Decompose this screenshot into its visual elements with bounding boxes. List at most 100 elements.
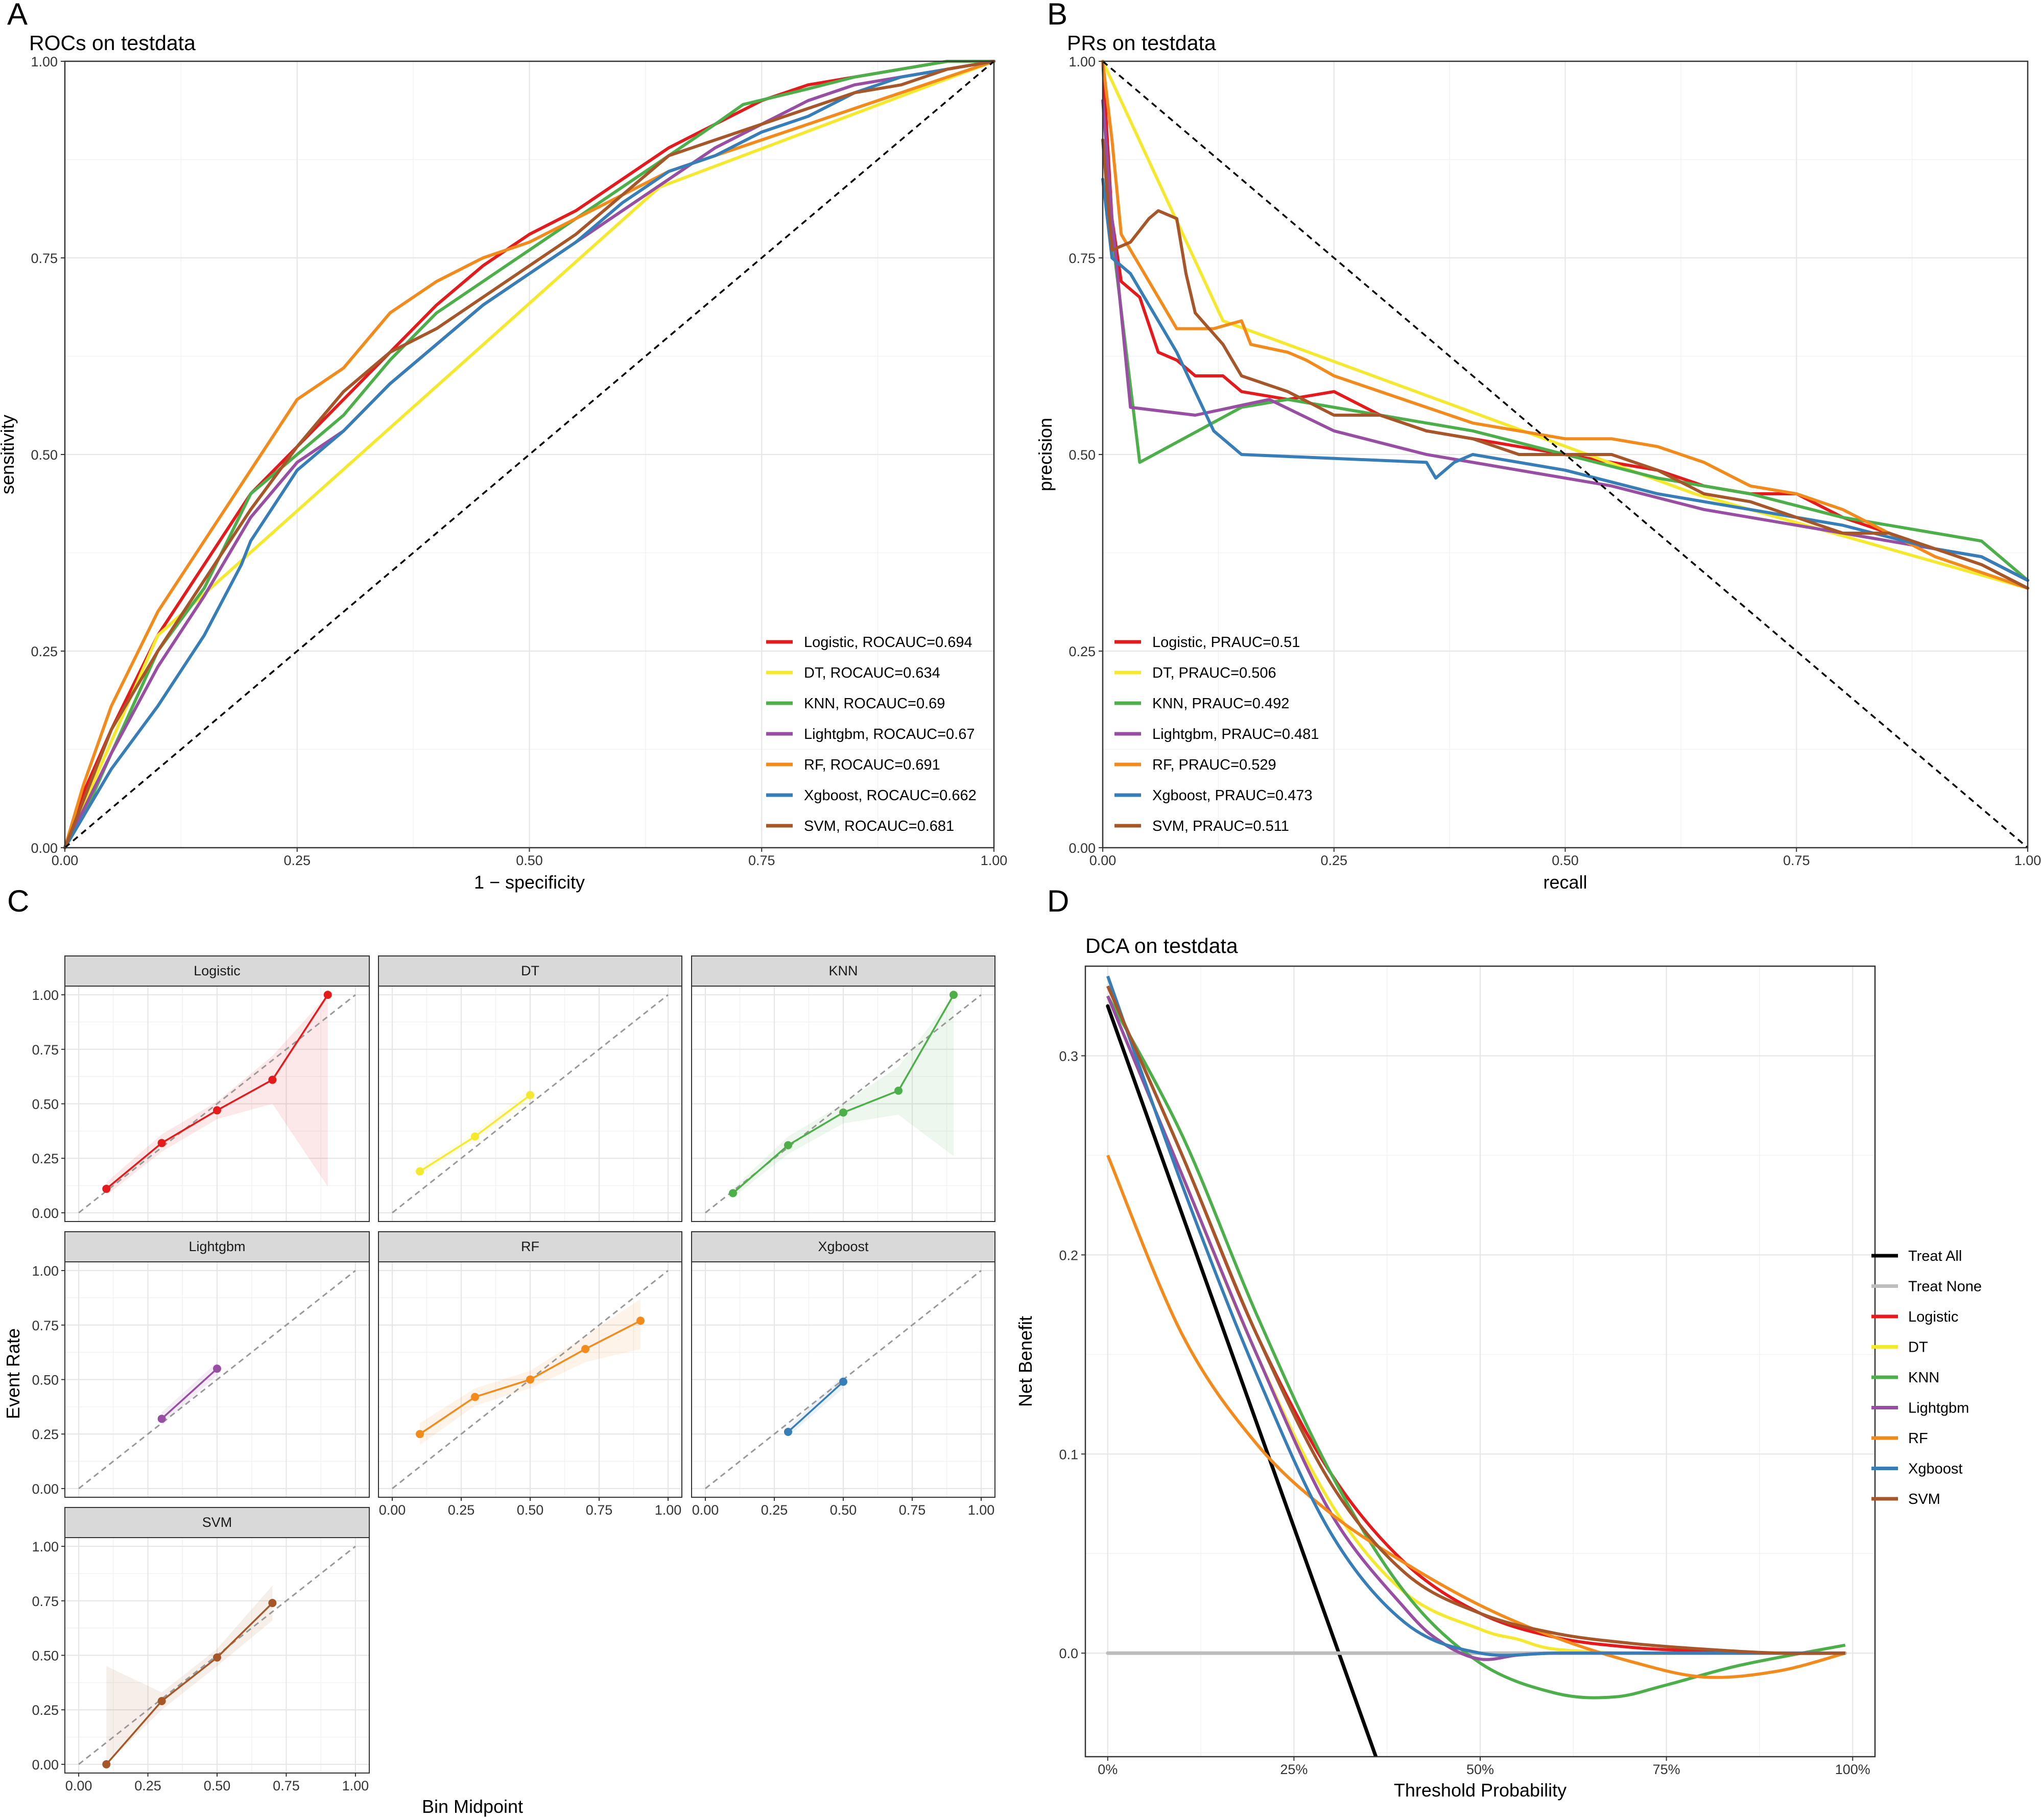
legend-label: Lightgbm, ROCAUC=0.67 (804, 726, 975, 743)
dca-title: DCA on testdata (1085, 934, 1238, 957)
roc-panel: ROCs on testdata 0.00 0.25 0.50 0.75 1.00 0.00… (0, 31, 1007, 893)
x-tick-label: 0.00 (1089, 853, 1117, 868)
x-tick-label: 25% (1280, 1762, 1308, 1777)
facet-strip-label: DT (521, 963, 539, 978)
legend-label: SVM, PRAUC=0.511 (1152, 818, 1289, 834)
calibration-panel: Logistic 0.00 0.25 0.50 0.75 1.00 DT KNN Lightgb… (3, 955, 995, 1817)
y-tick-label: 0.00 (32, 1206, 59, 1221)
facet-strip (691, 955, 995, 987)
legend-label: KNN, ROCAUC=0.69 (804, 696, 945, 712)
x-axis-label: Threshold Probability (1394, 1780, 1567, 1801)
legend-label: Xgboost, PRAUC=0.473 (1152, 787, 1313, 804)
x-tick-label: 0.25 (283, 853, 311, 868)
x-tick-label: 0.50 (516, 853, 543, 868)
facet-strip (64, 955, 370, 987)
y-tick-label: 0.75 (32, 1042, 59, 1058)
series-dt (1101, 60, 2029, 590)
calibration-point (950, 991, 958, 999)
x-tick-label: 75% (1653, 1762, 1680, 1777)
calibration-point (471, 1393, 479, 1401)
reference-diagonal (392, 994, 669, 1214)
panel-letter-A: A (7, 0, 28, 31)
y-axis-label: Net Benefit (1015, 1316, 1036, 1407)
x-tick-label: 0.25 (761, 1502, 788, 1518)
y-tick-label: 0.50 (32, 1373, 59, 1388)
x-tick-label: 0.00 (692, 1502, 719, 1518)
calibration-point (416, 1167, 424, 1176)
series-knn (63, 60, 995, 849)
dca-lines (1106, 975, 1847, 1757)
panel-letter-B: B (1047, 0, 1067, 31)
calibration-point (157, 1697, 166, 1706)
pr-title: PRs on testdata (1067, 31, 1216, 55)
calibration-point (526, 1091, 534, 1099)
x-tick-label: 0.75 (748, 853, 775, 868)
legend-label: DT, PRAUC=0.506 (1152, 665, 1276, 681)
legend-label: RF, ROCAUC=0.691 (804, 757, 940, 773)
facet-strip (691, 1231, 995, 1262)
calibration-point (894, 1086, 903, 1095)
legend-label: RF (1908, 1430, 1928, 1447)
reference-diagonal (78, 1270, 356, 1490)
series-rf (63, 60, 995, 849)
legend-label: Xgboost, ROCAUC=0.662 (804, 787, 977, 804)
x-tick-label: 0.75 (899, 1502, 926, 1518)
series-svm (1106, 985, 1845, 1655)
calibration-point (729, 1189, 737, 1198)
legend-label: KNN, PRAUC=0.492 (1152, 696, 1289, 712)
calibration-point (213, 1653, 221, 1662)
panel-letter-D: D (1047, 884, 1069, 918)
legend-label: SVM (1908, 1491, 1940, 1507)
y-tick-label: 0.00 (31, 841, 58, 856)
y-tick-label: 0.25 (31, 644, 58, 659)
reference-diagonal (78, 994, 356, 1214)
y-tick-label: 0.1 (1059, 1447, 1078, 1462)
legend-label: Treat All (1908, 1248, 1962, 1264)
y-tick-label: 0.75 (1069, 251, 1096, 266)
x-tick-label: 0.50 (204, 1778, 231, 1793)
y-tick-label: 0.0 (1059, 1646, 1078, 1661)
legend-label: KNN (1908, 1370, 1939, 1386)
panel-letter-C: C (7, 884, 29, 918)
y-tick-label: 0.50 (32, 1097, 59, 1112)
y-tick-label: 0.50 (32, 1648, 59, 1664)
x-tick-label: 0% (1098, 1762, 1118, 1777)
y-tick-label: 1.00 (1069, 54, 1096, 69)
facet-lightgbm: Lightgbm 0.00 0.25 0.50 0.75 1.00 (32, 1231, 370, 1498)
x-tick-label: 1.00 (968, 1502, 995, 1518)
x-axis-label: 1 − specificity (474, 872, 585, 893)
legend-label: Logistic, ROCAUC=0.694 (804, 634, 972, 651)
calibration-point (213, 1106, 221, 1115)
y-tick-label: 1.00 (32, 1539, 59, 1554)
legend-label: Lightgbm, PRAUC=0.481 (1152, 726, 1319, 743)
calibration-point (268, 1075, 277, 1084)
facet-knn: KNN (691, 955, 995, 1222)
confidence-band (106, 1585, 273, 1764)
calibration-point (839, 1377, 847, 1386)
calibration-point (416, 1430, 424, 1439)
calibration-point (157, 1139, 166, 1147)
calibration-line (787, 1381, 844, 1433)
roc-title: ROCs on testdata (29, 31, 196, 55)
y-tick-label: 0.00 (32, 1481, 59, 1497)
series-dt (63, 60, 995, 849)
y-tick-label: 0.00 (1069, 841, 1096, 856)
series-xgboost (63, 60, 995, 849)
calibration-point (102, 1184, 111, 1193)
x-tick-label: 0.75 (273, 1778, 300, 1793)
facet-rf: RF 0.00 0.25 0.50 0.75 1.00 (378, 1231, 682, 1518)
x-tick-label: 0.50 (830, 1502, 857, 1518)
calibration-point (323, 991, 332, 999)
series-svm (63, 60, 995, 849)
legend-label: Logistic (1908, 1309, 1958, 1325)
y-axis-label: sensitivity (0, 415, 18, 494)
legend-label: DT, ROCAUC=0.634 (804, 665, 940, 681)
legend-label: SVM, ROCAUC=0.681 (804, 818, 954, 834)
y-tick-label: 0.75 (32, 1594, 59, 1609)
legend-label: DT (1908, 1339, 1928, 1356)
series-rf (1106, 1155, 1846, 1679)
calibration-point (581, 1345, 589, 1353)
facet-strip-label: Lightgbm (188, 1239, 245, 1254)
series-rf (1101, 60, 2029, 590)
x-tick-label: 1.00 (655, 1502, 682, 1518)
